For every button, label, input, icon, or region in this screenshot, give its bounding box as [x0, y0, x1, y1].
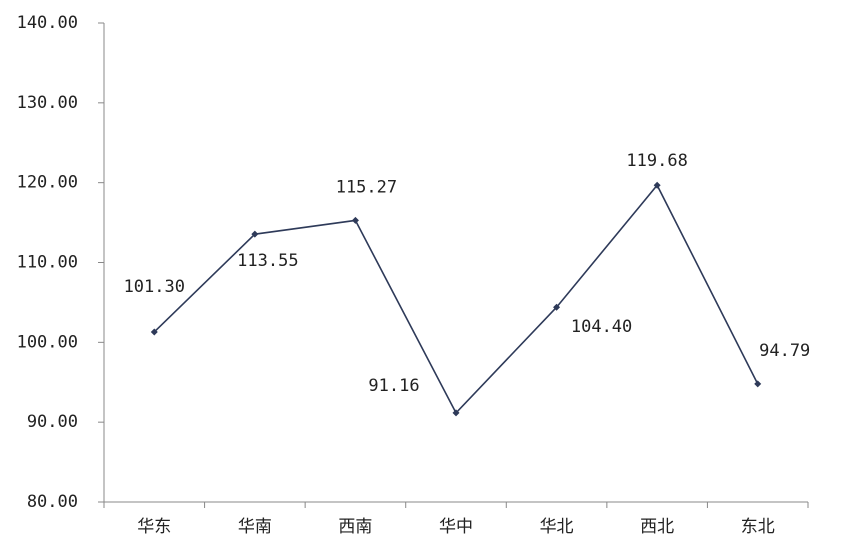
y-tick-label: 100.00 — [17, 332, 78, 352]
data-label: 113.55 — [237, 251, 298, 271]
marker — [754, 380, 762, 388]
marker — [150, 328, 158, 336]
x-tick-label: 华北 — [540, 517, 574, 537]
data-label: 104.40 — [571, 317, 632, 337]
marker — [553, 303, 561, 311]
x-tick-label: 东北 — [741, 517, 775, 537]
data-label: 115.27 — [336, 177, 397, 197]
marker — [351, 216, 359, 224]
x-tick-label: 华东 — [137, 517, 171, 537]
line — [153, 183, 759, 415]
data-label: 94.79 — [759, 341, 810, 361]
x-tick-label: 西南 — [338, 517, 372, 537]
data-label: 119.68 — [626, 151, 687, 171]
y-tick-label: 120.00 — [17, 173, 78, 193]
data-label: 91.16 — [368, 376, 419, 396]
y-tick-label: 140.00 — [17, 13, 78, 33]
x-tick-label: 华中 — [439, 517, 473, 537]
marker — [653, 181, 661, 189]
x-tick-label: 华南 — [238, 517, 272, 537]
marker — [452, 409, 460, 417]
data-label: 101.30 — [124, 277, 185, 297]
marker — [251, 230, 259, 238]
y-tick-label: 80.00 — [27, 492, 78, 512]
x-tick-label: 西北 — [640, 517, 674, 537]
y-tick-label: 110.00 — [17, 253, 78, 273]
y-tick-label: 90.00 — [27, 412, 78, 432]
y-tick-label: 130.00 — [17, 93, 78, 113]
